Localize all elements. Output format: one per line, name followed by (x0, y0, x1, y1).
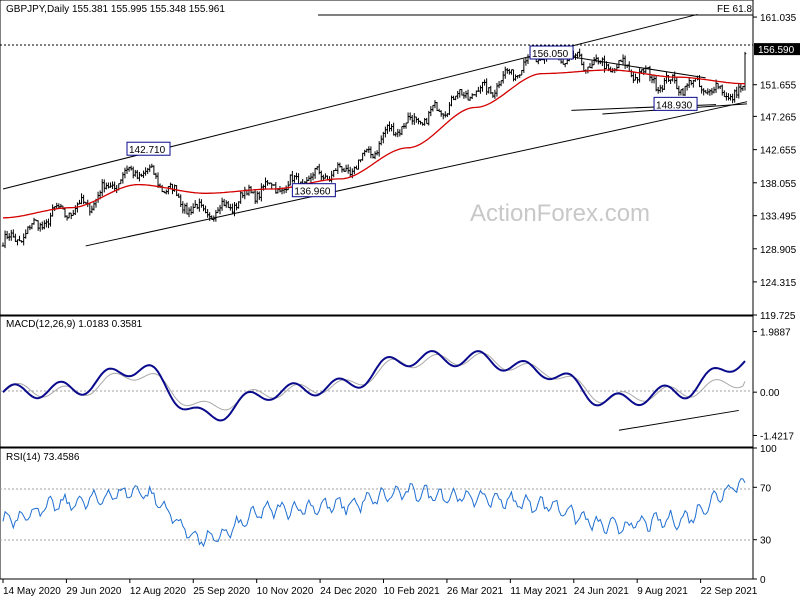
price-tick: 151.655 (760, 81, 797, 92)
price-annotation: 142.710 (126, 141, 171, 156)
date-tick: 22 Sep 2021 (701, 586, 758, 597)
price-tick: 147.265 (760, 112, 797, 123)
macd-tick: -1.4217 (760, 431, 794, 442)
rsi-panel: RSI(14) 73.4586 (0, 447, 754, 580)
current-price-text: 156.590 (758, 45, 795, 56)
date-tick: 24 Dec 2020 (320, 586, 377, 597)
macd-signal-path (2, 352, 746, 411)
rsi-tick: 30 (760, 536, 772, 547)
watermark: ActionForex.com (470, 200, 650, 227)
channel-lower (85, 101, 748, 247)
price-tick: 124.315 (760, 278, 797, 289)
rsi-panel-frame (0, 447, 754, 580)
date-tick: 9 Aug 2021 (637, 586, 688, 597)
price-tick: 128.905 (760, 245, 797, 256)
date-tick: 24 Jun 2021 (574, 586, 629, 597)
price-annotation-box (529, 45, 574, 60)
date-tick: 25 Sep 2020 (193, 586, 250, 597)
price-annotation: 136.960 (291, 183, 336, 198)
price-annotation-label: 148.930 (656, 100, 693, 111)
macd-tick: 1.9887 (760, 328, 791, 339)
date-tick: 12 Aug 2020 (130, 586, 187, 597)
price-panel-title: GBPJPY,Daily 155.381 155.995 155.348 155… (6, 4, 225, 15)
date-tick: 10 Feb 2021 (384, 586, 441, 597)
price-annotation: 156.050 (529, 45, 574, 60)
rsi-lines (2, 478, 746, 548)
macd-tick: 0.00 (760, 388, 780, 399)
price-panel: ActionForex.com FE 61.8 142.710 136.960 15… (0, 0, 754, 316)
macd-panel-title: MACD(12,26,9) 1.0183 0.3581 (6, 319, 143, 330)
price-annotation-label: 156.050 (532, 49, 569, 60)
macd-lines (2, 350, 746, 431)
ema-line (3, 69, 746, 219)
price-annotation-box (653, 96, 698, 111)
price-annotation: 148.930 (653, 96, 698, 111)
price-annotation-label: 136.960 (294, 187, 331, 198)
rsi-tick: 100 (760, 444, 777, 455)
price-tick: 119.725 (760, 311, 796, 322)
price-annotations: 142.710 136.960 156.050 148.930 (126, 45, 698, 198)
current-price-box (754, 43, 800, 56)
price-panel-frame (0, 0, 754, 316)
macd-main-path (2, 350, 746, 422)
price-annotation-box (126, 141, 171, 156)
date-tick: 29 Jun 2020 (66, 586, 121, 597)
rsi-tick: 0 (760, 575, 766, 586)
price-tick: 133.495 (760, 212, 797, 223)
price-bar (743, 51, 747, 91)
date-tick: 26 Mar 2021 (447, 586, 504, 597)
price-annotation-label: 142.710 (129, 145, 166, 156)
rsi-panel-title: RSI(14) 73.4586 (6, 452, 80, 463)
macd-trendline (618, 409, 739, 431)
date-tick: 14 May 2020 (3, 586, 61, 597)
ema-path (3, 69, 746, 219)
date-tick: 10 Nov 2020 (257, 586, 314, 597)
fe-label: FE 61.8 (717, 4, 752, 15)
date-tick: 11 May 2021 (510, 586, 568, 597)
price-tick: 161.035 (760, 13, 797, 24)
macd-panel: MACD(12,26,9) 1.0183 0.3581 (0, 315, 754, 448)
rsi-tick: 70 (760, 483, 772, 494)
current-price-label: 156.590 (754, 43, 800, 56)
date-axis: 14 May 2020 29 Jun 2020 12 Aug 2020 25 Sep … (2, 579, 758, 597)
price-tick: 142.655 (760, 146, 797, 157)
price-tick: 138.055 (760, 179, 797, 190)
right-axis: 161.035 151.655 147.265 142.655 138.055 133.4… (753, 13, 800, 586)
channel-upper (2, 13, 698, 190)
rsi-path (2, 478, 746, 548)
macd-panel-frame (0, 315, 754, 448)
price-annotation-box (291, 183, 336, 198)
